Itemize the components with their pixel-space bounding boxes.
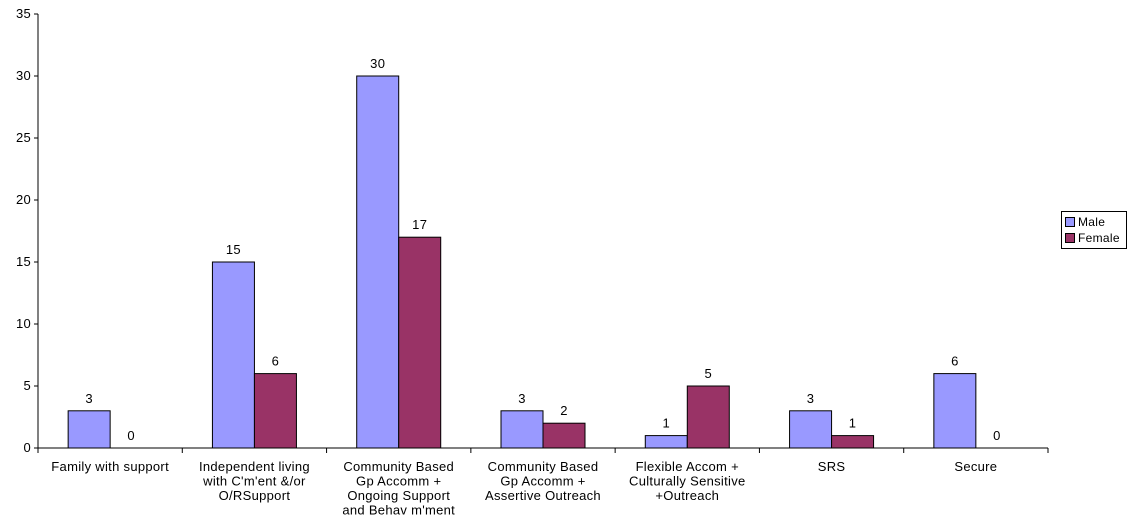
y-tick-label: 10 xyxy=(16,316,31,331)
legend-label-female: Female xyxy=(1078,231,1120,245)
data-label-female: 6 xyxy=(272,354,280,369)
y-tick-label: 35 xyxy=(16,6,31,21)
x-tick-label: Community Based Gp Accomm + Ongoing Suppor… xyxy=(342,459,455,518)
y-tick-label: 20 xyxy=(16,192,31,207)
data-label-male: 30 xyxy=(370,56,385,71)
x-tick-label: Family with support xyxy=(51,459,169,474)
data-label-male: 3 xyxy=(807,391,815,406)
x-tick-label: Flexible Accom + Culturally Sensitive +Out… xyxy=(629,459,746,503)
data-label-male: 6 xyxy=(951,354,959,369)
legend-label-male: Male xyxy=(1078,215,1106,229)
bar-female xyxy=(831,435,875,449)
legend-item-male: Male xyxy=(1065,214,1126,230)
bar-female xyxy=(253,373,297,449)
bar-male xyxy=(789,410,833,449)
data-label-male: 3 xyxy=(85,391,93,406)
legend-item-female: Female xyxy=(1065,230,1126,246)
data-label-male: 1 xyxy=(663,416,671,431)
data-label-female: 2 xyxy=(560,403,568,418)
bar-male xyxy=(356,75,400,449)
bar-male xyxy=(211,261,255,449)
data-label-female: 5 xyxy=(705,366,713,381)
y-tick-label: 30 xyxy=(16,68,31,83)
legend-swatch-male xyxy=(1065,217,1075,227)
data-label-female: 17 xyxy=(412,217,427,232)
data-label-male: 3 xyxy=(518,391,526,406)
data-label-female: 0 xyxy=(993,428,1001,443)
bar-female xyxy=(686,385,730,449)
x-tick-label: SRS xyxy=(818,459,846,474)
data-label-female: 0 xyxy=(127,428,135,443)
bar-male xyxy=(644,435,688,449)
y-tick-label: 25 xyxy=(16,130,31,145)
x-tick-label: Community Based Gp Accomm + Assertive Outr… xyxy=(485,459,601,503)
data-label-female: 1 xyxy=(849,416,857,431)
bar-male xyxy=(933,373,977,449)
bar-female xyxy=(398,236,442,449)
y-tick-label: 15 xyxy=(16,254,31,269)
bar-male xyxy=(67,410,111,449)
y-tick-label: 5 xyxy=(23,378,31,393)
data-label-male: 15 xyxy=(226,242,241,257)
legend: Male Female xyxy=(1061,211,1127,249)
x-tick-label: Independent living with C'm'ent &/or O/RSu… xyxy=(199,459,310,503)
x-tick-label: Secure xyxy=(954,459,997,474)
bar-female xyxy=(542,422,586,449)
legend-swatch-female xyxy=(1065,233,1075,243)
bar-male xyxy=(500,410,544,449)
y-tick-label: 0 xyxy=(23,440,31,455)
